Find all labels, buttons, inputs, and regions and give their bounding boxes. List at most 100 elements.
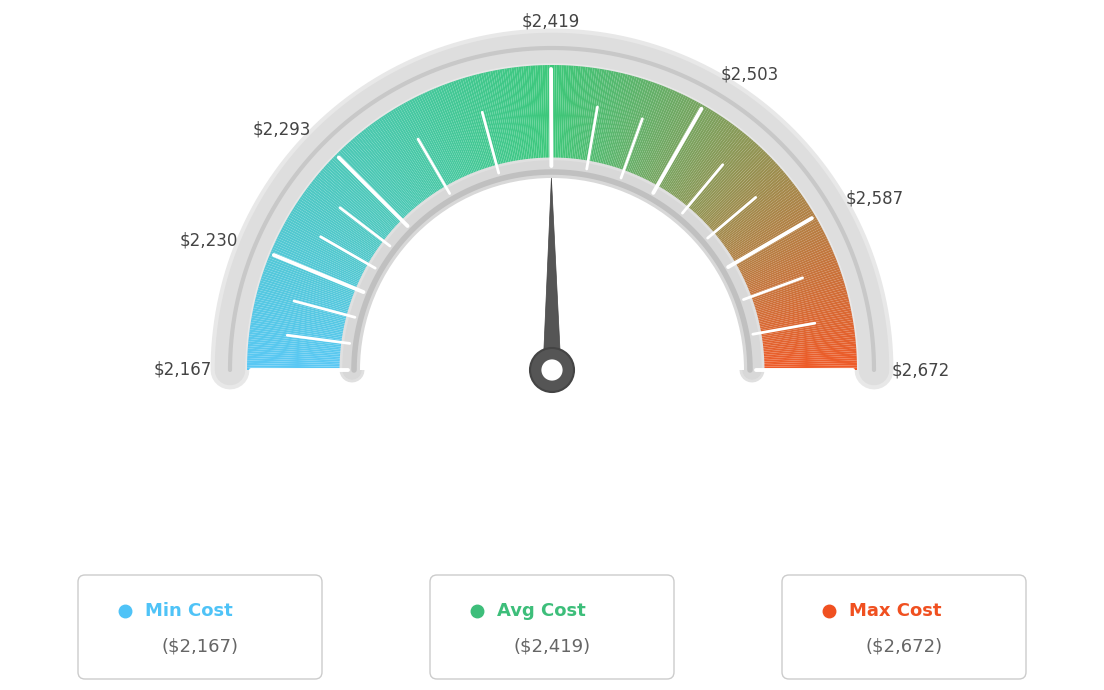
Wedge shape — [424, 92, 469, 188]
Wedge shape — [444, 84, 482, 183]
Wedge shape — [635, 92, 680, 188]
Wedge shape — [735, 247, 832, 290]
Wedge shape — [718, 199, 806, 259]
Wedge shape — [308, 185, 393, 250]
Wedge shape — [692, 152, 767, 228]
Wedge shape — [704, 172, 785, 242]
Wedge shape — [340, 149, 414, 226]
Wedge shape — [601, 74, 628, 176]
Wedge shape — [259, 280, 361, 313]
Wedge shape — [253, 310, 355, 333]
Wedge shape — [747, 306, 851, 329]
Wedge shape — [381, 117, 440, 204]
Wedge shape — [752, 351, 857, 359]
Wedge shape — [247, 368, 352, 370]
Wedge shape — [548, 65, 551, 170]
Wedge shape — [596, 72, 620, 175]
Wedge shape — [538, 66, 544, 170]
Wedge shape — [563, 66, 571, 170]
Wedge shape — [715, 195, 803, 256]
Wedge shape — [716, 197, 804, 257]
Wedge shape — [725, 217, 817, 271]
Wedge shape — [577, 68, 593, 172]
Wedge shape — [702, 168, 783, 239]
Wedge shape — [751, 337, 856, 350]
Wedge shape — [630, 89, 673, 186]
Wedge shape — [314, 177, 397, 245]
Wedge shape — [349, 141, 420, 221]
Wedge shape — [671, 125, 735, 210]
Wedge shape — [665, 118, 725, 206]
Wedge shape — [673, 128, 739, 212]
Wedge shape — [746, 301, 850, 326]
Wedge shape — [481, 73, 507, 175]
Wedge shape — [521, 66, 533, 171]
Wedge shape — [652, 106, 708, 198]
Wedge shape — [749, 315, 852, 335]
Wedge shape — [393, 109, 449, 199]
Wedge shape — [734, 242, 830, 288]
Wedge shape — [331, 158, 408, 232]
Wedge shape — [347, 143, 418, 222]
Wedge shape — [267, 260, 365, 299]
Wedge shape — [417, 95, 466, 190]
Wedge shape — [442, 85, 481, 184]
Wedge shape — [294, 206, 383, 264]
Wedge shape — [268, 255, 367, 297]
Wedge shape — [574, 67, 587, 171]
Wedge shape — [304, 190, 390, 254]
Wedge shape — [513, 67, 529, 172]
Wedge shape — [286, 219, 379, 273]
Wedge shape — [253, 306, 357, 329]
Wedge shape — [517, 67, 530, 171]
Wedge shape — [490, 71, 513, 174]
Wedge shape — [712, 187, 797, 251]
Wedge shape — [682, 138, 752, 219]
Wedge shape — [285, 221, 378, 274]
Wedge shape — [751, 342, 856, 353]
Wedge shape — [646, 101, 697, 194]
Wedge shape — [530, 66, 540, 170]
Wedge shape — [264, 266, 364, 304]
Wedge shape — [355, 135, 425, 217]
Text: ($2,419): ($2,419) — [513, 638, 591, 656]
Wedge shape — [678, 133, 746, 216]
Wedge shape — [269, 253, 368, 295]
Wedge shape — [746, 297, 849, 324]
Wedge shape — [505, 68, 522, 172]
Wedge shape — [471, 75, 501, 177]
Wedge shape — [723, 213, 815, 268]
Wedge shape — [737, 255, 836, 297]
Wedge shape — [535, 66, 542, 170]
Wedge shape — [433, 88, 476, 186]
Wedge shape — [752, 368, 857, 370]
Wedge shape — [567, 66, 578, 170]
Wedge shape — [694, 156, 771, 231]
Wedge shape — [420, 94, 467, 190]
Wedge shape — [733, 240, 829, 286]
Wedge shape — [643, 98, 692, 193]
Wedge shape — [343, 146, 416, 224]
Wedge shape — [606, 77, 637, 178]
Wedge shape — [613, 79, 646, 180]
Wedge shape — [274, 242, 370, 288]
Wedge shape — [247, 351, 352, 359]
Wedge shape — [679, 135, 749, 217]
Text: Min Cost: Min Cost — [145, 602, 233, 620]
Wedge shape — [248, 339, 353, 351]
Wedge shape — [742, 276, 842, 310]
Wedge shape — [590, 70, 612, 174]
Wedge shape — [247, 348, 352, 357]
Wedge shape — [556, 65, 562, 170]
Wedge shape — [588, 70, 609, 174]
Wedge shape — [247, 360, 352, 365]
Wedge shape — [752, 346, 857, 356]
Wedge shape — [696, 158, 773, 232]
Wedge shape — [463, 78, 495, 179]
Wedge shape — [360, 132, 427, 215]
Wedge shape — [478, 73, 506, 176]
Wedge shape — [752, 348, 857, 357]
Wedge shape — [528, 66, 538, 170]
Polygon shape — [543, 178, 561, 370]
Wedge shape — [750, 325, 854, 342]
